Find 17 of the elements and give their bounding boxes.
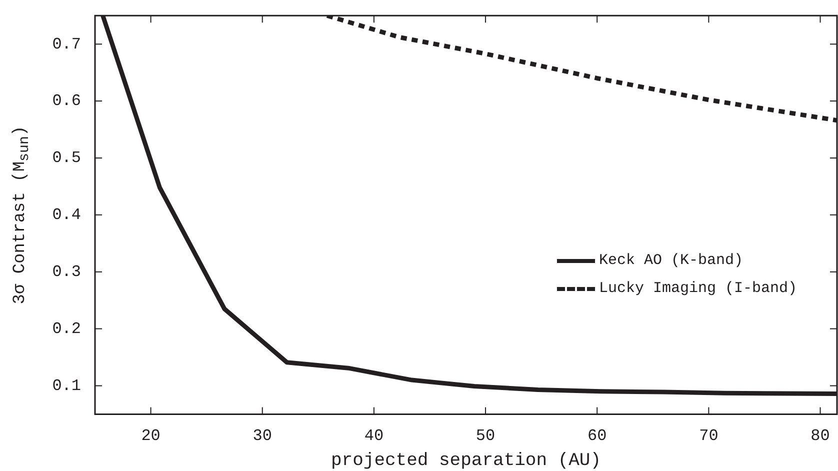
x-tick-label: 50	[476, 427, 496, 446]
x-axis-title: projected separation (AU)	[330, 450, 602, 471]
y-tick-label: 0.4	[52, 206, 81, 224]
x-tick-label: 20	[141, 427, 160, 446]
y-tick-label: 0.7	[52, 35, 81, 54]
x-tick-label: 30	[252, 427, 272, 446]
y-tick-label: 0.2	[52, 320, 81, 338]
legend-label: Keck AO (K-band)	[599, 252, 744, 270]
y-tick-label: 0.6	[52, 92, 81, 110]
x-tick-label: 60	[588, 427, 607, 446]
x-tick-label: 70	[699, 427, 718, 446]
x-tick-label: 80	[810, 427, 830, 446]
y-tick-label: 0.3	[52, 263, 81, 282]
x-tick-label: 40	[364, 427, 384, 446]
legend-label: Lucky Imaging (I-band)	[599, 280, 798, 298]
y-tick-label: 0.1	[52, 376, 81, 395]
y-tick-label: 0.5	[52, 149, 81, 168]
